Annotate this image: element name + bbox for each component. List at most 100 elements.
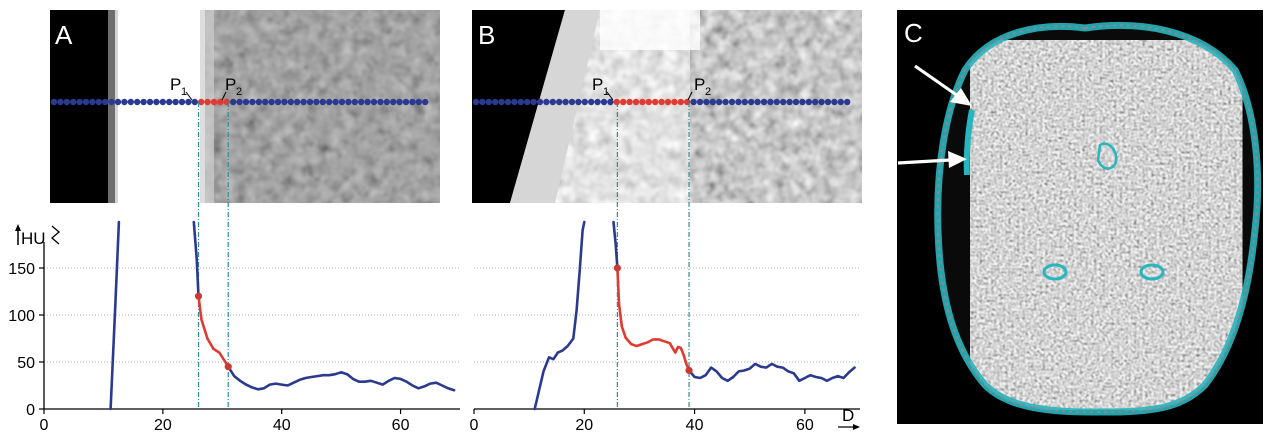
p1-letter: P [170, 75, 181, 94]
panel-a-image [50, 10, 440, 203]
sample-dot [799, 98, 806, 106]
sample-dot [639, 98, 646, 106]
sample-dot [422, 98, 429, 106]
p2-leader [221, 91, 227, 101]
sample-dot [530, 98, 537, 106]
panel-b-sample-line [472, 98, 851, 106]
p1-leader [185, 91, 193, 101]
arrow-upper [914, 64, 972, 106]
sample-dot [370, 98, 378, 106]
y-tick-label: 150 [8, 261, 35, 278]
right-occipital-patch [1158, 258, 1185, 286]
sample-dot [70, 98, 77, 106]
sample-dot [818, 98, 825, 106]
panel-a-tissue-region [205, 10, 440, 203]
sample-dot [511, 98, 518, 106]
sample-dot [358, 98, 365, 106]
panel-b-image [472, 10, 862, 203]
sample-dot [594, 98, 601, 106]
sample-dot [792, 98, 800, 106]
sample-dot [626, 98, 633, 106]
sample-dot [722, 98, 729, 106]
sample-dot [716, 98, 723, 106]
sample-dot [313, 98, 320, 106]
sample-dot [773, 98, 780, 106]
x-axis-unit: D [842, 406, 854, 425]
panel-b-p1-label: P 1 [592, 75, 614, 101]
arrow-lower [897, 151, 967, 168]
sample-dot [351, 98, 358, 106]
sample-dot [332, 98, 339, 106]
x-tick-label: 0 [470, 417, 479, 433]
skull-inner-texture [936, 24, 1259, 413]
sample-dot [492, 98, 499, 106]
sample-dot [709, 98, 716, 106]
sample-dot [134, 98, 141, 106]
falx-anterior [1100, 40, 1116, 110]
sample-dot [767, 98, 774, 106]
panel-b-dark-wedge [472, 10, 565, 203]
sample-dot [728, 98, 736, 106]
sample-dot [588, 98, 595, 106]
sample-dot [146, 98, 154, 106]
sample-dot [703, 98, 710, 106]
p1-leader [606, 91, 614, 101]
sample-dot [664, 98, 672, 106]
sample-dot [824, 98, 832, 106]
sample-dot [50, 98, 58, 106]
series-fall [612, 220, 619, 270]
sample-dot [326, 98, 333, 106]
sample-dot [114, 98, 122, 106]
sample-dot [479, 98, 486, 106]
series-transition [197, 294, 230, 369]
p2-letter: P [225, 75, 236, 94]
p1-point [613, 264, 621, 272]
x-tick-label: 20 [154, 417, 172, 433]
sample-dot [556, 98, 563, 106]
sample-dot [543, 98, 550, 106]
sample-dot [402, 98, 410, 106]
left-temporal-patch [970, 116, 1022, 216]
posterior-patch [1090, 323, 1120, 410]
sample-dot [677, 98, 684, 106]
y-axis-unit: HU [21, 229, 46, 248]
midline-patch [1088, 215, 1122, 245]
sample-dot [230, 98, 237, 106]
sample-dot [306, 98, 314, 106]
sample-dot [268, 98, 275, 106]
sample-dot [812, 98, 819, 106]
sample-dot [140, 98, 147, 106]
x-tick-label: 40 [686, 417, 704, 433]
panel-a-dark-region [50, 10, 115, 203]
sample-dot [837, 98, 844, 106]
sample-dot [242, 98, 250, 106]
sample-dot [249, 98, 256, 106]
sample-dot [620, 98, 627, 106]
sample-dot [178, 98, 186, 106]
sample-dot [748, 98, 755, 106]
sample-dot [319, 98, 326, 106]
sample-dot [760, 98, 768, 106]
sample-dot [121, 98, 128, 106]
sample-dot [95, 98, 103, 106]
chart-b: 0 20 40 60 [470, 102, 860, 433]
sample-dot [159, 98, 166, 106]
y-tick-label: 100 [8, 308, 35, 325]
sample-dot [568, 98, 576, 106]
sample-dot [607, 98, 614, 106]
sample-dot [287, 98, 294, 106]
p2-point [224, 363, 232, 371]
sample-dot [524, 98, 531, 106]
p2-letter: P [694, 75, 705, 94]
x-axis-unit-label: D [838, 406, 860, 430]
x-tick-label: 60 [796, 417, 814, 433]
sample-dot [223, 98, 230, 106]
sample-dot [786, 98, 793, 106]
sample-dot [338, 98, 346, 106]
sample-dot [281, 98, 288, 106]
p1-point [194, 292, 203, 300]
left-ventricle-ring [1042, 263, 1068, 281]
sample-dot [236, 98, 243, 106]
sample-dot [82, 98, 90, 106]
